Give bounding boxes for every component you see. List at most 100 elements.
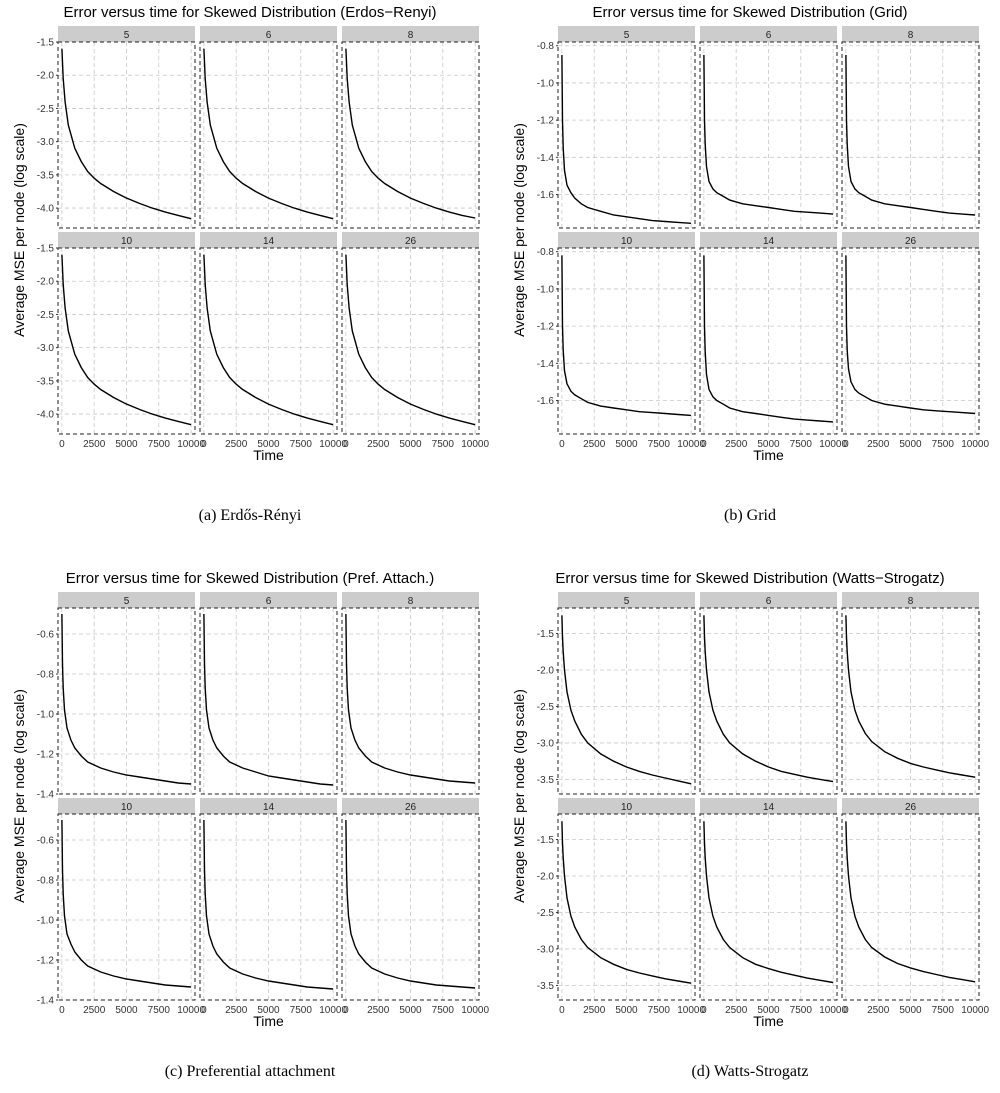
- x-tick-label: 5000: [899, 1005, 922, 1016]
- facet-label: 8: [908, 596, 914, 607]
- y-tick-label: -0.6: [37, 630, 55, 641]
- panel-border: [699, 607, 838, 795]
- figure-watts-strogatz: Error versus time for Skewed Distributio…: [500, 566, 1000, 1093]
- y-tick-label: -1.2: [537, 116, 555, 127]
- y-tick-label: -0.8: [37, 670, 55, 681]
- x-tick-label: 7500: [432, 1005, 455, 1016]
- x-tick-label: 0: [701, 439, 707, 450]
- x-tick-label: 7500: [290, 439, 313, 450]
- facet-label: 26: [405, 236, 417, 247]
- y-tick-label: -1.2: [37, 750, 55, 761]
- panel-border: [199, 247, 338, 435]
- x-tick-label: 2500: [367, 1005, 390, 1016]
- panel-border: [557, 607, 696, 795]
- y-tick-label: -4.0: [37, 410, 55, 421]
- facet-label: 8: [908, 30, 914, 41]
- y-tick-label: -1.4: [37, 996, 55, 1007]
- y-tick-label: -3.5: [537, 981, 555, 992]
- y-tick-label: -1.5: [37, 244, 55, 255]
- chart-plot-area: 5 -0.8 -1.0 -1.2 -1.4 -1.6 6 8 10 -0.8 -1.0 -1.2 -1.…: [511, 26, 989, 463]
- panel-border: [841, 813, 980, 1001]
- facet-label: 6: [266, 30, 272, 41]
- y-tick-label: -2.5: [37, 104, 55, 115]
- panel-border: [199, 813, 338, 1001]
- y-tick-label: -1.5: [37, 38, 55, 49]
- facet-label: 14: [763, 802, 775, 813]
- figure-preferential-attachment: Error versus time for Skewed Distributio…: [0, 566, 500, 1093]
- figure-caption: (a) Erdős-Rényi: [198, 507, 302, 524]
- figure-grid: Error versus time for Skewed Distributio…: [500, 0, 1000, 540]
- panel-border: [57, 813, 196, 1001]
- facet-strip: [58, 592, 195, 608]
- panel-border: [841, 607, 980, 795]
- facet-label: 10: [621, 802, 633, 813]
- x-tick-label: 2500: [725, 1005, 748, 1016]
- panel-border: [341, 813, 480, 1001]
- y-tick-label: -4.0: [37, 204, 55, 215]
- panel-border: [699, 41, 838, 229]
- y-tick-label: -1.2: [537, 322, 555, 333]
- facet-strip: [342, 26, 479, 42]
- y-axis-label: Average MSE per node (log scale): [11, 689, 27, 903]
- facet-strip: [842, 232, 979, 248]
- series-line: [845, 255, 976, 415]
- facet-strip: [342, 232, 479, 248]
- x-tick-label: 10000: [819, 439, 847, 450]
- facet-strip: [58, 232, 195, 248]
- facet-label: 8: [408, 596, 414, 607]
- x-tick-label: 5000: [115, 1005, 138, 1016]
- x-tick-label: 2500: [225, 1005, 248, 1016]
- x-tick-label: 0: [343, 439, 349, 450]
- series-line: [61, 819, 192, 988]
- x-tick-label: 7500: [432, 439, 455, 450]
- x-tick-label: 5000: [399, 1005, 422, 1016]
- y-tick-label: -1.4: [537, 359, 555, 370]
- panel-border: [557, 813, 696, 1001]
- facet-label: 14: [263, 802, 275, 813]
- y-tick-label: -1.5: [537, 629, 555, 640]
- x-tick-label: 5000: [615, 439, 638, 450]
- x-tick-label: 5000: [899, 439, 922, 450]
- x-tick-label: 0: [201, 439, 207, 450]
- facet-label: 8: [408, 30, 414, 41]
- x-tick-label: 5000: [257, 1005, 280, 1016]
- series-line: [703, 255, 834, 423]
- series-line: [61, 254, 192, 426]
- facet-strip: [842, 26, 979, 42]
- panel-border: [57, 247, 196, 435]
- x-tick-label: 10000: [461, 439, 489, 450]
- x-tick-label: 2500: [725, 439, 748, 450]
- x-tick-label: 2500: [225, 439, 248, 450]
- facet-strip: [700, 26, 837, 42]
- x-tick-label: 7500: [790, 1005, 813, 1016]
- x-tick-label: 7500: [290, 1005, 313, 1016]
- facet-label: 5: [624, 30, 630, 41]
- y-tick-label: -3.5: [37, 170, 55, 181]
- facet-strip: [842, 798, 979, 814]
- panel-border: [841, 247, 980, 435]
- x-tick-label: 0: [59, 439, 65, 450]
- figure-caption: (c) Preferential attachment: [164, 1063, 336, 1080]
- y-axis-label: Average MSE per node (log scale): [511, 689, 527, 903]
- x-tick-label: 10000: [177, 439, 205, 450]
- panel-border: [557, 247, 696, 435]
- panel-border: [199, 41, 338, 229]
- x-tick-label: 0: [559, 1005, 565, 1016]
- y-tick-label: -1.6: [537, 190, 555, 201]
- series-line: [345, 48, 476, 219]
- chart-title: Error versus time for Skewed Distributio…: [555, 570, 945, 587]
- y-tick-label: -0.8: [537, 247, 555, 258]
- series-line: [845, 54, 976, 216]
- x-tick-label: 7500: [932, 439, 955, 450]
- x-tick-label: 10000: [677, 439, 705, 450]
- facet-label: 10: [121, 236, 133, 247]
- series-line: [345, 819, 476, 989]
- facet-label: 6: [766, 596, 772, 607]
- y-tick-label: -3.0: [537, 944, 555, 955]
- x-tick-label: 10000: [819, 1005, 847, 1016]
- facet-strip: [200, 798, 337, 814]
- x-tick-label: 7500: [648, 439, 671, 450]
- x-tick-label: 10000: [461, 1005, 489, 1016]
- x-tick-label: 2500: [83, 439, 106, 450]
- y-tick-label: -1.0: [37, 916, 55, 927]
